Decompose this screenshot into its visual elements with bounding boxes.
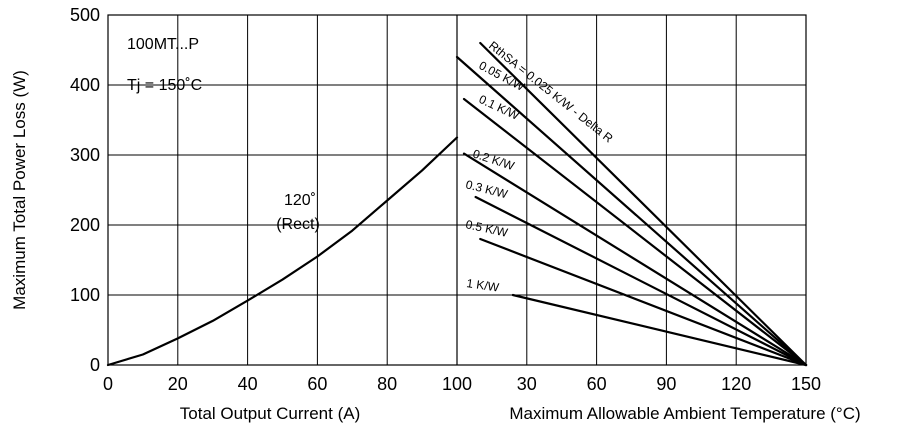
- x-tick-label-right: 90: [656, 374, 676, 394]
- x-tick-label-left: 40: [238, 374, 258, 394]
- y-tick-label: 200: [70, 215, 100, 235]
- series-line-2: [462, 97, 808, 367]
- x-tick-label-left: 80: [377, 374, 397, 394]
- y-tick-label: 300: [70, 145, 100, 165]
- x-axis-label-left: Total Output Current (A): [180, 404, 360, 423]
- series-line-3: [462, 152, 808, 367]
- x-tick-label-right: 30: [517, 374, 537, 394]
- x-tick-label-left: 60: [307, 374, 327, 394]
- x-tick-label-left: 0: [103, 374, 113, 394]
- x-tick-label-right: 60: [587, 374, 607, 394]
- series-label-120: 120˚: [284, 192, 316, 209]
- series-line-4: [474, 195, 808, 367]
- x-tick-label-right: 120: [721, 374, 751, 394]
- x-tick-label-right: 150: [791, 374, 821, 394]
- series-label-6: 1 K/W: [466, 276, 501, 295]
- y-tick-label: 500: [70, 5, 100, 25]
- series-line-0: [479, 41, 808, 367]
- tj-label: Tj = 150˚C: [127, 77, 202, 94]
- y-tick-label: 0: [90, 355, 100, 375]
- series-label-rect: (Rect): [276, 216, 320, 233]
- part-label: 100MT...P: [127, 36, 199, 53]
- x-axis-label-right: Maximum Allowable Ambient Temperature (°…: [509, 404, 860, 423]
- y-axis-label: Maximum Total Power Loss (W): [10, 70, 29, 310]
- y-tick-label: 100: [70, 285, 100, 305]
- series-line-5: [479, 237, 808, 367]
- series-line-120-rect: [106, 136, 459, 367]
- y-tick-label: 400: [70, 75, 100, 95]
- x-tick-label-left: 100: [442, 374, 472, 394]
- series-line-1: [455, 55, 808, 367]
- x-tick-label-left: 20: [168, 374, 188, 394]
- series-line-6: [511, 293, 808, 367]
